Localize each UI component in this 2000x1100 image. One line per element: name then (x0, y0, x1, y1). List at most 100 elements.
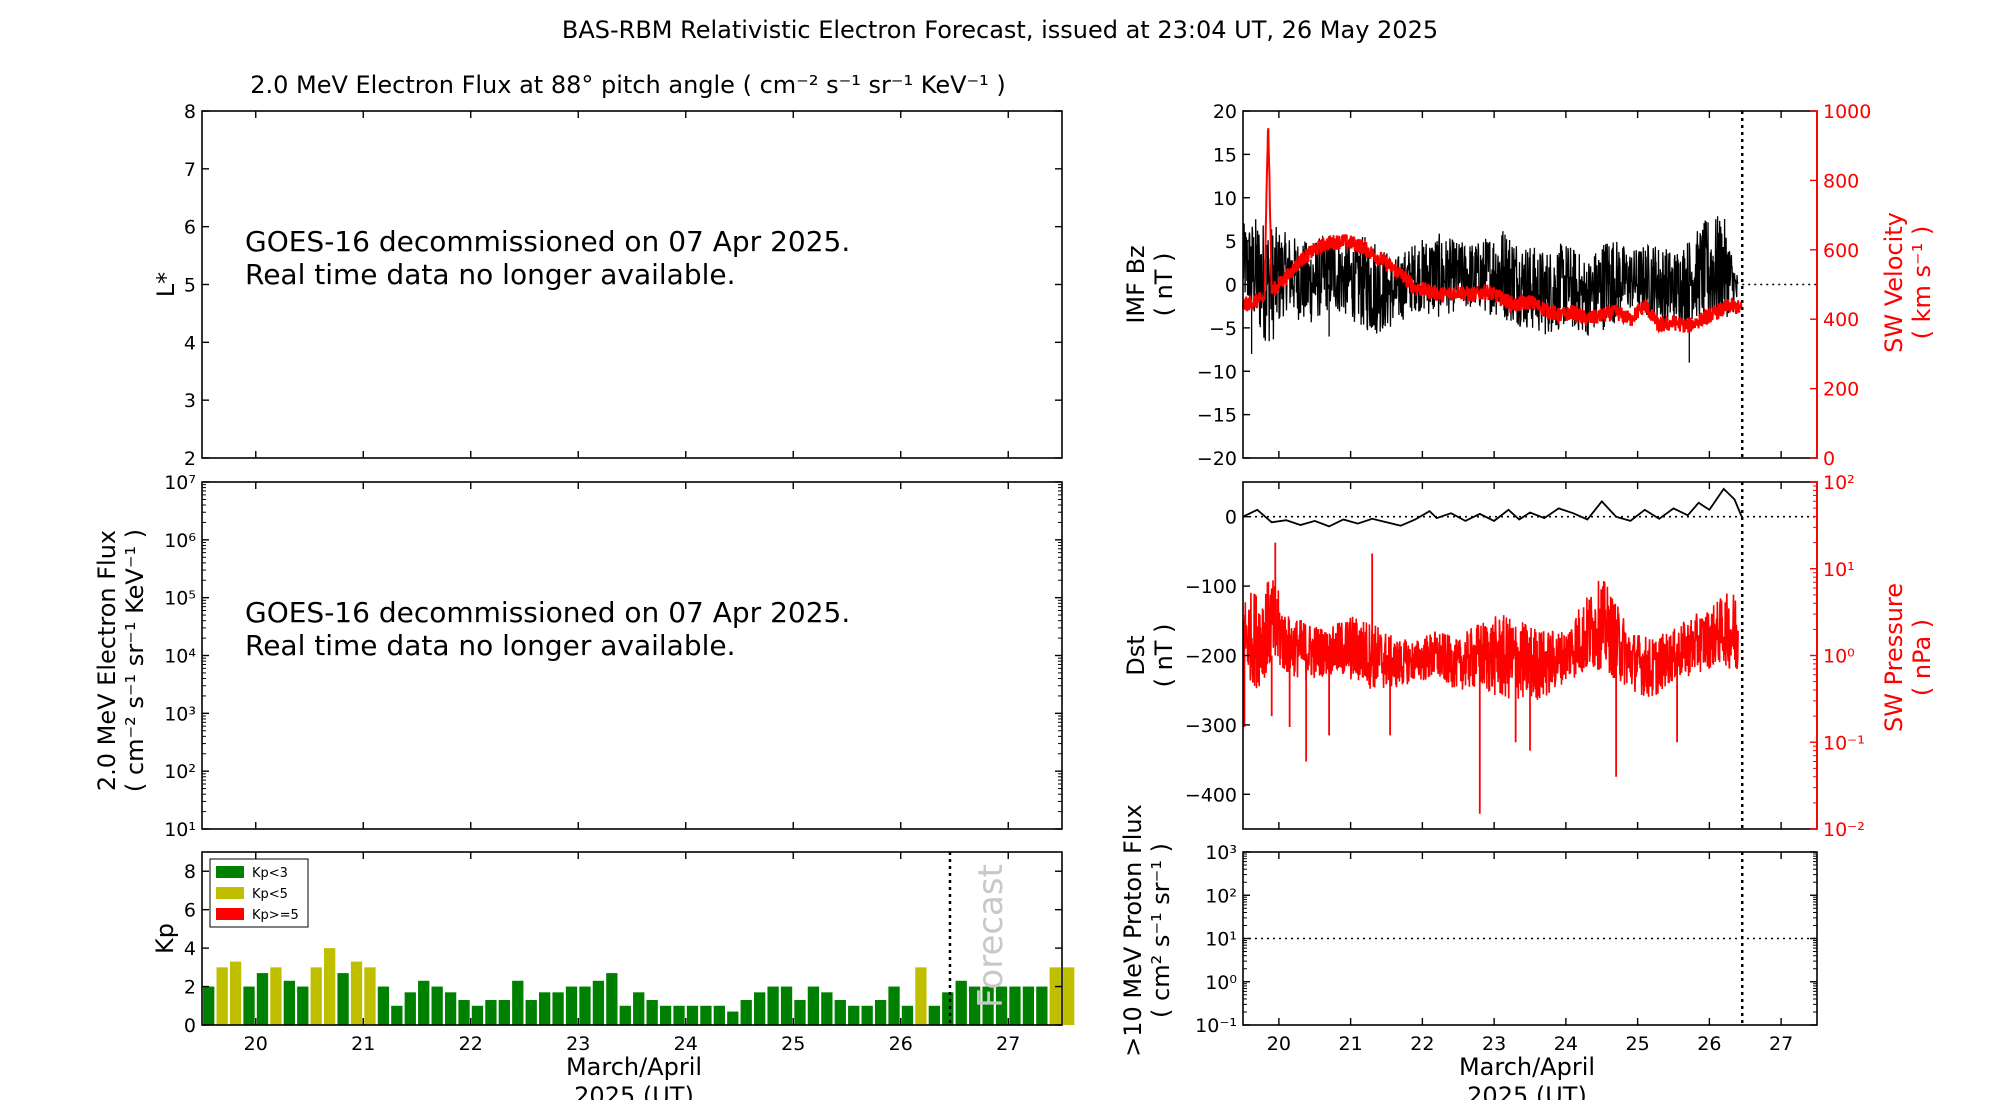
eflux-ytick-label: 10¹ (164, 819, 196, 841)
lstar-ytick-label: 3 (184, 390, 196, 412)
kp-bar (646, 1000, 658, 1025)
dst-ytick-label: −200 (1185, 646, 1237, 668)
kp-bar (364, 967, 376, 1025)
imf-y2tick-label: 1000 (1823, 101, 1871, 123)
kp-bar (310, 967, 322, 1025)
kp-bar (377, 986, 390, 1025)
proton-xlabel-line1: March/April (1459, 1053, 1595, 1081)
kp-bar (969, 986, 981, 1025)
kp-bar (955, 980, 967, 1025)
kp-bar (794, 1000, 806, 1025)
eflux-ytick-label: 10⁵ (164, 588, 196, 610)
imf-y2tick-label: 400 (1823, 309, 1859, 331)
panels-layer: 2.0 MeV Electron Flux at 88° pitch angle… (93, 71, 1936, 1100)
eflux-ytick-label: 10² (164, 761, 196, 783)
kp-xtick-label: 21 (351, 1033, 375, 1055)
kp-xtick-label: 25 (781, 1033, 805, 1055)
imf-y2tick-label: 0 (1823, 448, 1835, 470)
kp-xtick-label: 22 (459, 1033, 483, 1055)
kp-legend-entry: Kp<5 (252, 887, 288, 902)
kp-legend-entry: Kp>=5 (252, 908, 299, 923)
lstar-ytick-label: 8 (184, 101, 196, 123)
imf-ytick-label: −10 (1197, 361, 1237, 383)
kp-bar (915, 967, 927, 1025)
kp-bar (444, 992, 457, 1025)
imf-ytick-label: −20 (1197, 448, 1237, 470)
kp-ytick-label: 8 (184, 861, 196, 883)
dst-y2label-line: ( nPa ) (1908, 619, 1936, 696)
dst-series (1242, 487, 1743, 528)
imf-velocity-series (1242, 128, 1743, 334)
kp-bar (297, 986, 309, 1025)
kp-bar (700, 1005, 712, 1025)
proton-ytick-label: 10² (1205, 885, 1237, 907)
kp-forecast-label: Forecast (971, 864, 1011, 1008)
eflux-message-line1: GOES-16 decommissioned on 07 Apr 2025. (245, 596, 850, 629)
kp-bar (337, 973, 349, 1025)
dst-y2tick-label: 10⁻² (1823, 819, 1865, 841)
kp-bar (888, 986, 900, 1025)
eflux-message-line2: Real time data no longer available. (245, 629, 736, 662)
proton-ylabel: >10 MeV Proton Flux( cm² s⁻¹ sr⁻¹ ) (1119, 804, 1175, 1057)
imf-y2tick-label: 800 (1823, 170, 1859, 192)
dst-ytick-label: −400 (1185, 784, 1237, 806)
lstar-panel-title: 2.0 MeV Electron Flux at 88° pitch angle… (250, 71, 1006, 99)
proton-xtick-label: 22 (1410, 1033, 1434, 1055)
imf-ylabel-line: ( nT ) (1150, 253, 1178, 317)
kp-bar (391, 1005, 403, 1025)
kp-bar (512, 980, 524, 1025)
dst-ylabel-line: Dst (1122, 635, 1150, 675)
lstar-ytick-label: 4 (184, 332, 196, 354)
proton-xtick-label: 24 (1554, 1033, 1578, 1055)
kp-bar (659, 1005, 672, 1025)
kp-bar (834, 1000, 846, 1025)
proton-xtick-label: 21 (1339, 1033, 1363, 1055)
kp-bar (1063, 967, 1075, 1025)
lstar-ylabel-line: L* (152, 272, 180, 297)
kp-bar (350, 961, 363, 1025)
kp-bar (982, 986, 994, 1025)
kp-bar (1009, 986, 1021, 1025)
proton-ytick-label: 10⁰ (1205, 972, 1237, 994)
kp-bar (458, 1000, 470, 1025)
imf-ytick-label: 10 (1213, 188, 1237, 210)
lstar-ytick-label: 7 (184, 159, 196, 181)
eflux-ylabel-line: 2.0 MeV Electron Flux (93, 530, 121, 791)
imf-ylabel: IMF Bz( nT ) (1122, 245, 1178, 323)
kp-bar (874, 1000, 887, 1025)
proton-ytick-label: 10¹ (1205, 929, 1237, 951)
eflux-ylabel: 2.0 MeV Electron Flux( cm⁻² s⁻¹ sr⁻¹ KeV… (93, 529, 149, 792)
proton-xtick-label: 27 (1769, 1033, 1793, 1055)
dst-y2tick-label: 10⁻¹ (1823, 732, 1865, 754)
proton-ylabel-line: >10 MeV Proton Flux (1119, 804, 1147, 1057)
dst-ytick-label: −300 (1185, 715, 1237, 737)
kp-bar (525, 1000, 537, 1025)
kp-legend-swatch (216, 866, 244, 878)
imf-ytick-label: 20 (1213, 101, 1237, 123)
dst-y2tick-label: 10² (1823, 472, 1855, 494)
kp-ytick-label: 2 (184, 977, 196, 999)
kp-xlabel-line2: 2025 (UT) (574, 1082, 694, 1100)
proton-ylabel-line: ( cm² s⁻¹ sr⁻¹ ) (1147, 843, 1175, 1018)
lstar-ytick-label: 2 (184, 448, 196, 470)
dst-y2tick-label: 10⁰ (1823, 646, 1855, 668)
proton-ytick-label: 10³ (1205, 842, 1237, 864)
kp-xtick-label: 24 (674, 1033, 698, 1055)
kp-bar (633, 992, 645, 1025)
lstar-ytick-label: 5 (184, 275, 196, 297)
kp-bar (1049, 967, 1061, 1025)
proton-xtick-label: 26 (1697, 1033, 1721, 1055)
dst-y2label: SW Pressure( nPa ) (1880, 583, 1936, 732)
kp-bar (1036, 986, 1048, 1025)
kp-legend-swatch (216, 908, 244, 920)
lstar-ylabel: L* (152, 272, 180, 297)
imf-ylabel-line: IMF Bz (1122, 245, 1150, 323)
kp-ytick-label: 4 (184, 938, 196, 960)
dst-y2label-line: SW Pressure (1880, 583, 1908, 732)
kp-bar (619, 1005, 631, 1025)
kp-ytick-label: 6 (184, 900, 196, 922)
kp-bar (861, 1005, 873, 1025)
kp-ylabel: Kp (151, 923, 179, 954)
kp-bar (928, 1005, 940, 1025)
kp-bar (498, 1000, 510, 1025)
